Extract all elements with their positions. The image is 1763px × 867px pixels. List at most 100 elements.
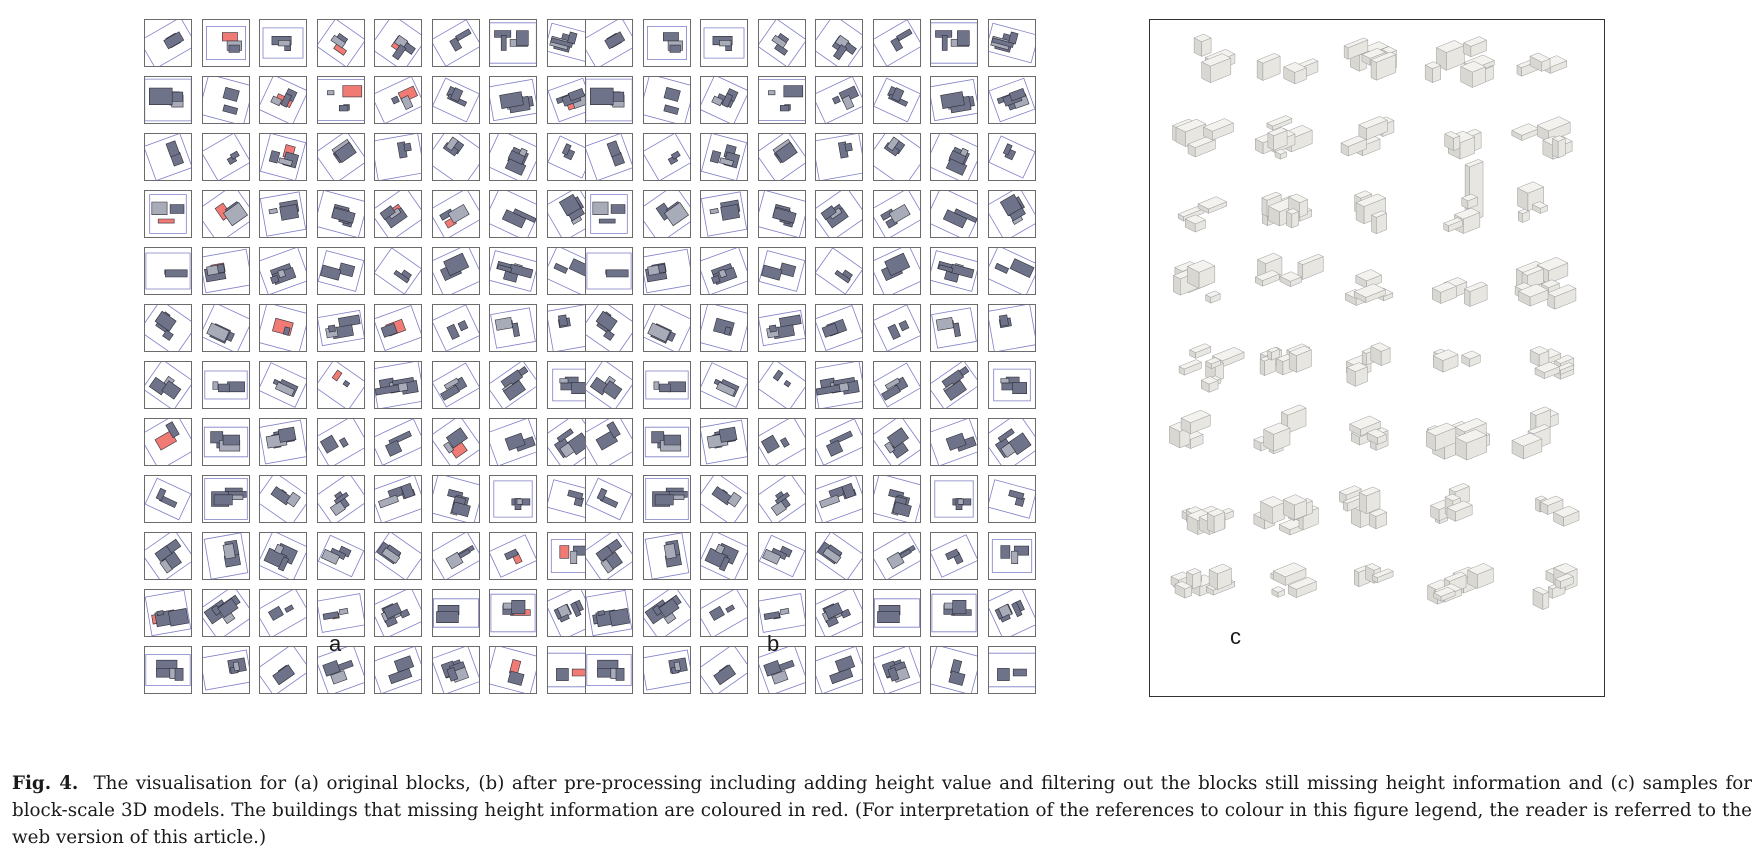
block-boundary bbox=[432, 134, 479, 180]
block-plan bbox=[758, 593, 805, 633]
block-tile bbox=[930, 247, 978, 295]
block-tile bbox=[374, 133, 422, 181]
block-plan bbox=[816, 476, 862, 522]
block-tile bbox=[201, 190, 250, 238]
block-tile bbox=[872, 361, 921, 409]
building-footprint bbox=[1009, 258, 1034, 278]
block-plan bbox=[260, 191, 306, 237]
block-tile bbox=[259, 475, 307, 523]
building-footprint bbox=[715, 543, 726, 555]
block-plan bbox=[317, 362, 364, 408]
building-footprint bbox=[778, 314, 802, 328]
building-footprint bbox=[516, 498, 523, 505]
building-footprint bbox=[165, 140, 180, 158]
building-footprint bbox=[382, 602, 403, 620]
block-plan bbox=[701, 362, 747, 408]
block-plan bbox=[490, 134, 536, 180]
building-footprint bbox=[272, 664, 296, 686]
block-tile bbox=[144, 361, 192, 409]
building-footprint bbox=[935, 30, 953, 38]
building-face bbox=[1343, 37, 1369, 49]
block-plan bbox=[149, 194, 187, 234]
building-footprint bbox=[833, 44, 848, 61]
building-footprint bbox=[446, 667, 458, 682]
block-plan bbox=[202, 248, 249, 294]
building-footprint bbox=[833, 376, 856, 386]
block-plan bbox=[203, 533, 248, 579]
building-footprint bbox=[321, 660, 341, 677]
block-plan bbox=[873, 20, 920, 66]
block-tile bbox=[259, 361, 307, 409]
building-footprint bbox=[772, 369, 783, 382]
building-footprint bbox=[709, 208, 719, 215]
building-footprint bbox=[228, 44, 240, 53]
block-tile bbox=[431, 190, 480, 238]
building-footprint bbox=[595, 545, 614, 562]
building-footprint bbox=[439, 384, 460, 401]
block-plan bbox=[758, 250, 805, 292]
building-footprint bbox=[826, 440, 844, 457]
building-footprint bbox=[782, 85, 803, 98]
block-boundary bbox=[202, 77, 249, 123]
building-footprint bbox=[819, 494, 840, 509]
building-footprint bbox=[274, 543, 285, 555]
building-face bbox=[1346, 362, 1369, 372]
building-footprint bbox=[779, 608, 789, 616]
building-footprint bbox=[555, 668, 569, 681]
block-plan bbox=[202, 134, 249, 180]
building-footprint bbox=[379, 205, 396, 221]
block-tile bbox=[642, 646, 691, 694]
block-plan bbox=[816, 362, 862, 408]
block-plan bbox=[317, 250, 364, 292]
building-face bbox=[1552, 138, 1559, 159]
building-footprint bbox=[884, 377, 901, 390]
block-tile bbox=[872, 589, 921, 637]
building-footprint bbox=[662, 104, 679, 115]
block-tile bbox=[757, 19, 806, 67]
building-footprint bbox=[156, 610, 164, 616]
block-tile bbox=[757, 475, 806, 523]
building-face bbox=[1464, 288, 1471, 307]
block-tile bbox=[546, 589, 595, 637]
building-footprint bbox=[957, 498, 964, 505]
block-tile bbox=[700, 247, 748, 295]
building-footprint bbox=[338, 105, 348, 112]
3d-model-samples bbox=[1168, 33, 1580, 610]
block-tile bbox=[316, 532, 365, 580]
block-tile bbox=[316, 361, 365, 409]
block-tile bbox=[144, 589, 192, 637]
building-face bbox=[1271, 586, 1286, 593]
building-footprint bbox=[393, 655, 415, 673]
block-tile bbox=[700, 589, 748, 637]
building-footprint bbox=[511, 322, 520, 338]
building-face bbox=[1256, 252, 1283, 264]
building-footprint bbox=[663, 543, 677, 560]
building-footprint bbox=[447, 203, 470, 224]
building-footprint bbox=[673, 661, 681, 672]
building-footprint bbox=[821, 322, 839, 338]
building-footprint bbox=[446, 323, 460, 340]
block-tile bbox=[374, 475, 422, 523]
building-footprint bbox=[278, 39, 291, 47]
block-plan bbox=[260, 305, 306, 351]
building-footprint bbox=[841, 482, 856, 499]
block-plan bbox=[643, 77, 690, 123]
building-footprint bbox=[820, 205, 837, 221]
building-footprint bbox=[763, 611, 780, 621]
building-footprint bbox=[444, 136, 459, 152]
block-tile bbox=[872, 304, 921, 352]
block-3d-model bbox=[1270, 562, 1317, 599]
block-3d-model bbox=[1516, 52, 1568, 77]
building-footprint bbox=[216, 263, 225, 274]
block-plan bbox=[145, 252, 191, 290]
block-boundary bbox=[988, 305, 1035, 351]
block-tile bbox=[374, 247, 422, 295]
block-plan bbox=[873, 191, 920, 237]
building-footprint bbox=[566, 31, 577, 45]
block-boundary bbox=[260, 590, 306, 636]
building-footprint bbox=[457, 320, 468, 332]
building-face bbox=[1175, 118, 1207, 133]
block-tile bbox=[316, 475, 365, 523]
block-plan bbox=[547, 652, 594, 688]
building-footprint bbox=[268, 150, 281, 164]
